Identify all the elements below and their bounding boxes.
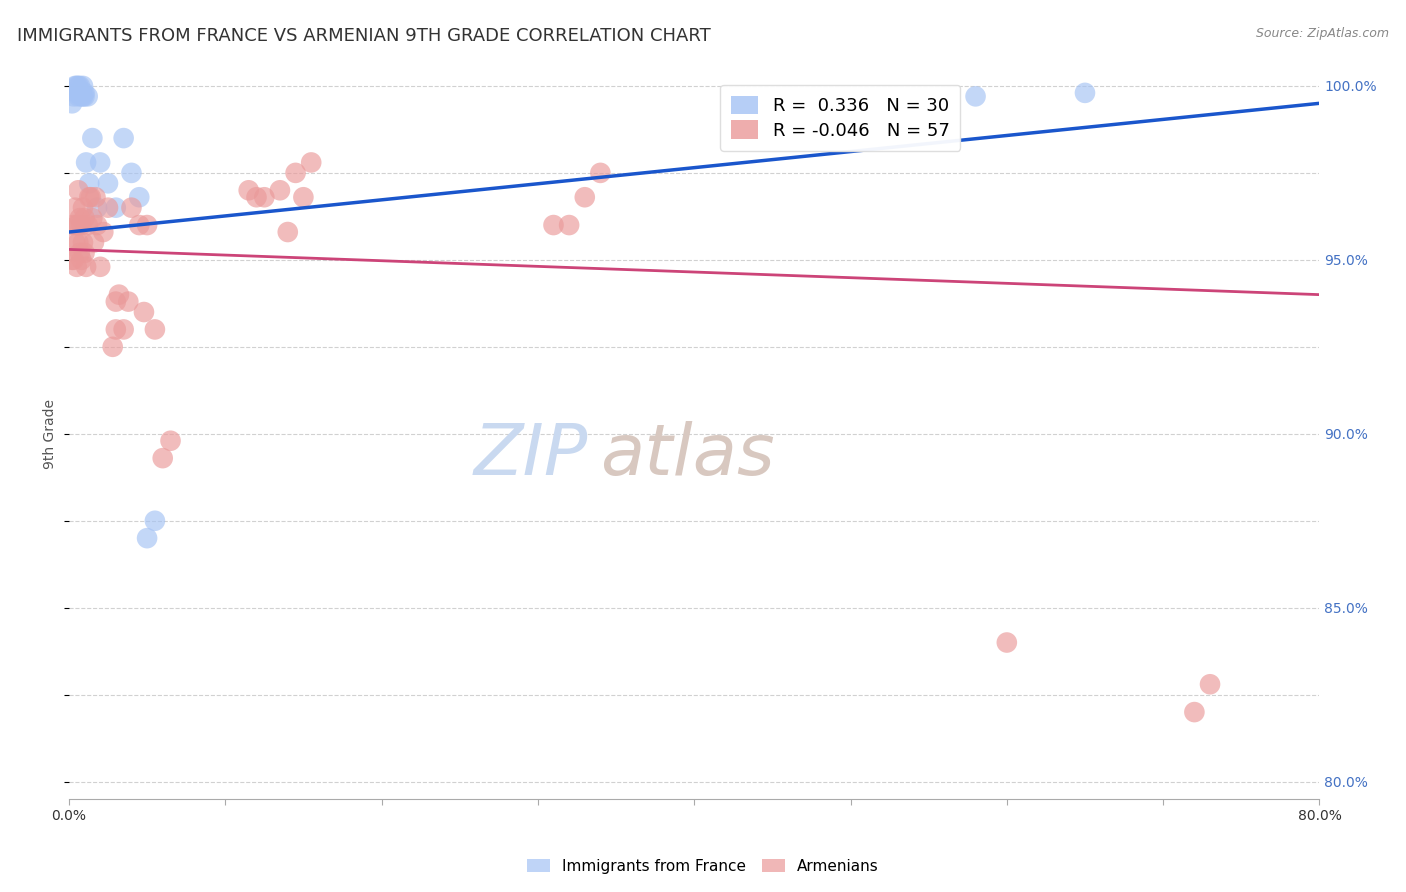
Point (73, 211, 96, 226)
Point (112, 322, 135, 336)
Point (67, 78, 90, 93)
Text: IMMIGRANTS FROM FRANCE VS ARMENIAN 9TH GRADE CORRELATION CHART: IMMIGRANTS FROM FRANCE VS ARMENIAN 9TH G… (17, 27, 710, 45)
Point (589, 166, 612, 180)
Point (1184, 705, 1206, 719)
Point (80, 190, 103, 204)
Point (97, 177, 120, 191)
Point (60, 252, 83, 267)
Point (132, 305, 155, 319)
Point (152, 451, 174, 466)
Point (69, 211, 91, 226)
Point (89, 260, 111, 274)
Point (82, 211, 104, 226)
Point (97, 201, 120, 215)
Point (72, 201, 94, 215)
Point (72, 78, 94, 93)
Text: Source: ZipAtlas.com: Source: ZipAtlas.com (1256, 27, 1389, 40)
Point (120, 166, 142, 180)
Point (108, 287, 131, 301)
Point (101, 340, 124, 354)
Point (574, 190, 596, 204)
Point (245, 190, 267, 204)
Point (66, 260, 89, 274)
Y-axis label: 9th Grade: 9th Grade (44, 399, 58, 469)
Point (128, 190, 150, 204)
Point (136, 218, 159, 232)
Point (86, 218, 108, 232)
Point (62, 218, 84, 232)
Point (104, 322, 127, 336)
Point (83, 235, 105, 250)
Point (70, 252, 93, 267)
Point (67, 218, 90, 232)
Legend: R =  0.336   N = 30, R = -0.046   N = 57: R = 0.336 N = 30, R = -0.046 N = 57 (720, 85, 960, 151)
Point (104, 294, 127, 309)
Point (70, 86, 93, 100)
Point (76, 218, 98, 232)
Point (66, 218, 89, 232)
Point (67, 235, 90, 250)
Point (284, 166, 307, 180)
Point (69, 86, 91, 100)
Point (69, 78, 91, 93)
Point (91, 225, 114, 239)
Point (1199, 677, 1222, 691)
Point (77, 177, 100, 191)
Point (82, 131, 104, 145)
Point (70, 89, 93, 103)
Point (995, 635, 1018, 649)
Point (965, 89, 987, 103)
Point (136, 531, 159, 545)
Point (62, 252, 84, 267)
Point (143, 514, 166, 528)
Point (128, 218, 150, 232)
Point (292, 190, 315, 204)
Point (117, 294, 139, 309)
Point (269, 183, 291, 197)
Point (73, 89, 96, 103)
Point (299, 155, 322, 169)
Point (76, 89, 98, 103)
Point (66, 86, 89, 100)
Point (277, 225, 299, 239)
Point (63, 201, 86, 215)
Point (75, 155, 97, 169)
Point (63, 78, 86, 93)
Point (67, 89, 90, 103)
Point (112, 131, 135, 145)
Point (159, 434, 181, 448)
Point (62, 89, 84, 103)
Point (120, 201, 142, 215)
Point (558, 218, 581, 232)
Point (143, 322, 166, 336)
Point (238, 183, 260, 197)
Text: ZIP: ZIP (474, 421, 588, 491)
Point (72, 89, 94, 103)
Point (72, 235, 94, 250)
Legend: Immigrants from France, Armenians: Immigrants from France, Armenians (522, 853, 884, 880)
Point (67, 183, 90, 197)
Point (60, 96, 83, 111)
Point (75, 260, 97, 274)
Point (73, 86, 96, 100)
Text: atlas: atlas (600, 421, 775, 491)
Point (73, 246, 96, 260)
Point (70, 218, 93, 232)
Point (66, 78, 89, 93)
Point (89, 155, 111, 169)
Point (1074, 86, 1097, 100)
Point (77, 190, 100, 204)
Point (543, 218, 565, 232)
Point (63, 235, 86, 250)
Point (86, 201, 108, 215)
Point (69, 246, 91, 260)
Point (84, 190, 107, 204)
Point (104, 201, 127, 215)
Point (253, 190, 276, 204)
